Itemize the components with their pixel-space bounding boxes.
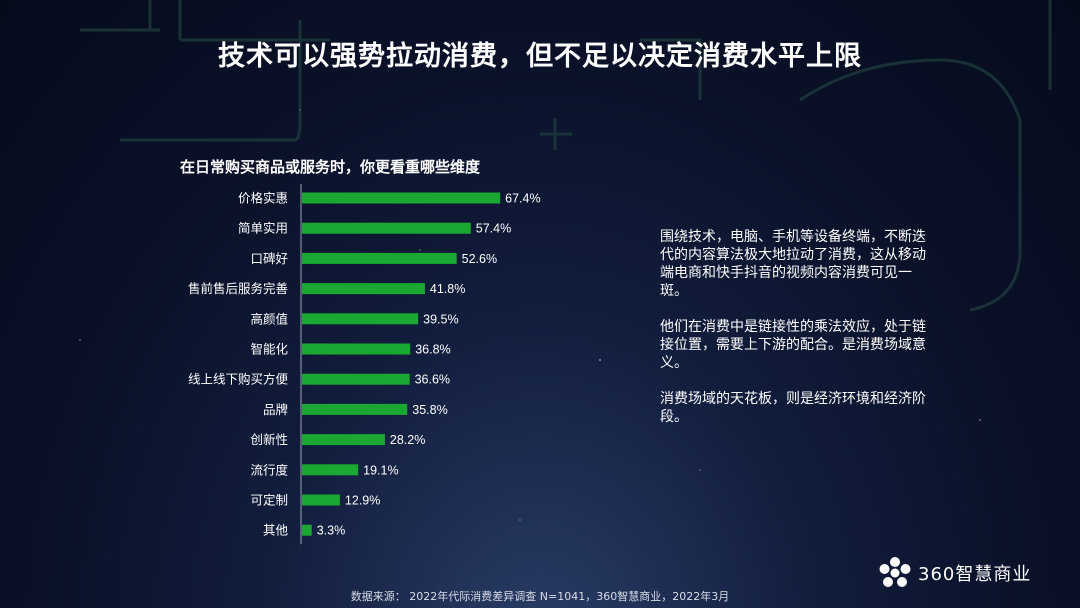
bar [302, 524, 312, 536]
logo-text: 360智慧商业 [918, 564, 1032, 585]
bar [302, 373, 410, 385]
bar [302, 464, 359, 476]
data-label: 19.1% [363, 463, 398, 477]
bar [302, 192, 501, 204]
data-label: 41.8% [430, 282, 465, 296]
data-label: 36.8% [415, 343, 450, 357]
commentary: 围绕技术，电脑、手机等设备终端，不断迭代的内容算法极大地拉动了消费，这从移动端电… [660, 228, 932, 444]
category-label: 其他 [263, 523, 289, 538]
category-label: 智能化 [250, 342, 288, 357]
bar [302, 434, 385, 446]
bar-chart: 价格实惠 67.4% 简单实用 57.4% 口碑好 52.6% 售前售后服务完善 41.8% 高… [188, 184, 541, 545]
category-label: 品牌 [263, 402, 288, 417]
category-label: 创新性 [250, 432, 288, 447]
data-label: 12.9% [345, 494, 380, 508]
bar [302, 283, 425, 295]
commentary-paragraph-3: 消费场域的天花板，则是经济环境和经济阶段。 [660, 391, 926, 425]
data-label: 35.8% [412, 403, 447, 417]
brand-logo: 360智慧商业 [878, 556, 1031, 590]
category-label: 价格实惠 [238, 191, 288, 206]
category-label: 口碑好 [250, 251, 288, 266]
data-source: 数据来源： 2022年代际消费差异调查 N=1041，360智慧商业，2022年… [350, 590, 730, 603]
category-label: 线上线下购买方便 [188, 372, 289, 387]
category-label: 流行度 [250, 462, 288, 477]
bar [302, 313, 419, 325]
bar [302, 252, 457, 264]
data-label: 36.6% [415, 373, 450, 387]
data-label: 57.4% [476, 222, 511, 236]
chart-title: 在日常购买商品或服务时，你更看重哪些维度 [180, 158, 481, 176]
category-label: 简单实用 [238, 221, 288, 236]
bar [302, 403, 408, 415]
data-label: 52.6% [462, 252, 497, 266]
commentary-paragraph-1: 围绕技术，电脑、手机等设备终端，不断迭代的内容算法极大地拉动了消费，这从移动端电… [660, 229, 926, 299]
bar [302, 494, 340, 506]
category-label: 可定制 [250, 493, 288, 508]
category-label: 售前售后服务完善 [188, 281, 288, 296]
commentary-paragraph-2: 他们在消费中是链接性的乘法效应，处于链接位置，需要上下游的配合。是消费场域意义。 [660, 319, 926, 371]
flower-logo-icon [879, 557, 911, 587]
data-label: 28.2% [390, 433, 425, 447]
page-title: 技术可以强势拉动消费，但不足以决定消费水平上限 [218, 41, 862, 72]
data-label: 39.5% [423, 312, 458, 326]
bar [302, 222, 471, 234]
data-label: 67.4% [505, 192, 540, 206]
bar [302, 343, 411, 355]
data-label: 3.3% [317, 524, 346, 538]
category-label: 高颜值 [250, 311, 288, 326]
